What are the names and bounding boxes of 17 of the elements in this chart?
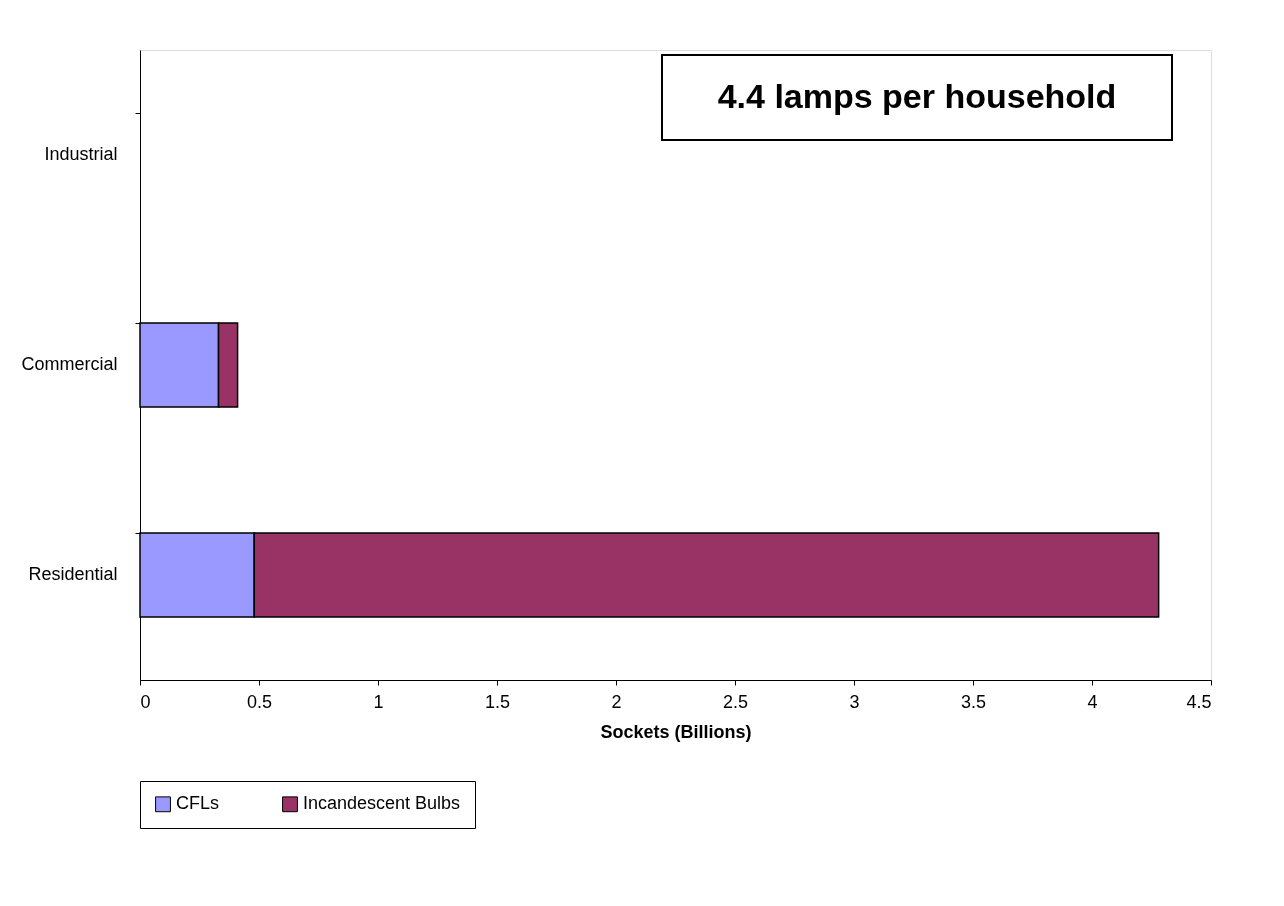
x-tick-label: 2 [611, 691, 622, 712]
y-tick-label: Residential [28, 564, 118, 584]
x-tick-label: 2.5 [722, 691, 749, 712]
x-tick-label: 4 [1087, 691, 1098, 712]
x-tick-label: 0.5 [246, 691, 273, 712]
legend-label: Incandescent Bulbs [303, 793, 461, 814]
x-tick-label: 1 [373, 691, 384, 712]
x-tick-label: 0 [140, 691, 151, 712]
x-tick-label: 3 [849, 691, 860, 712]
x-axis-title: Sockets (Billions) [600, 721, 752, 742]
x-tick-label: 4.5 [1186, 691, 1212, 712]
annotation: 4.4 lamps per household [717, 77, 1117, 115]
y-tick-label: Industrial [44, 144, 118, 164]
x-tick-label: 1.5 [484, 691, 511, 712]
x-tick-label: 3.5 [960, 691, 987, 712]
y-tick-label: Commercial [21, 354, 118, 374]
legend-label: CFLs [176, 793, 220, 814]
